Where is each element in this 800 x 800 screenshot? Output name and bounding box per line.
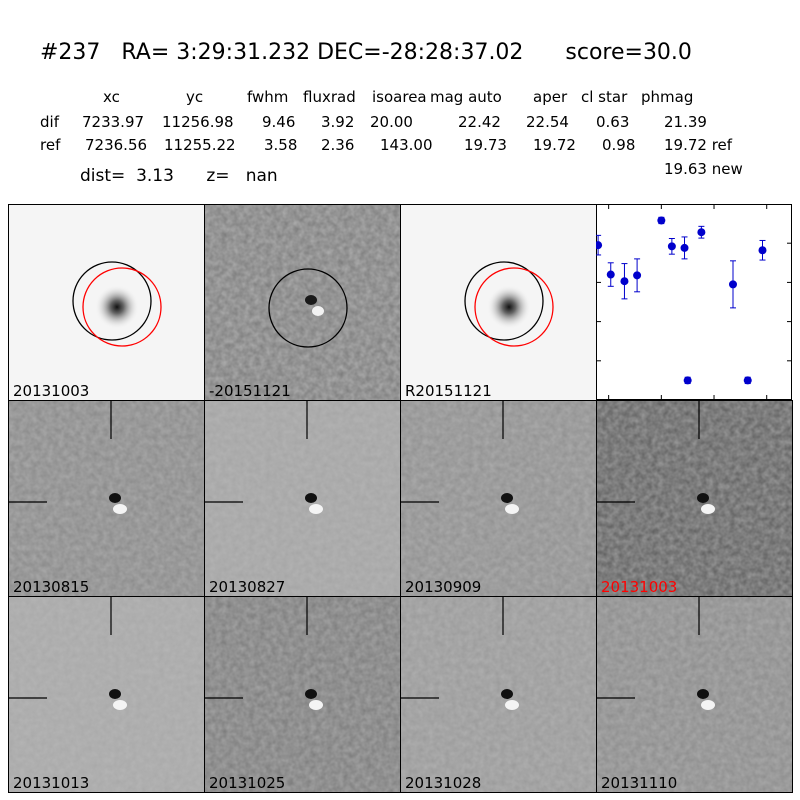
data-point [758, 246, 767, 255]
table-cell: 143.00 [380, 136, 433, 154]
image-panel: 20130815 [8, 400, 205, 597]
data-point [633, 271, 642, 280]
row-name: ref [40, 136, 61, 154]
panel-label: 20130827 [209, 578, 286, 596]
panel-label: 20131025 [209, 774, 286, 792]
panel-label: R20151121 [405, 382, 492, 400]
image-panel: 20131013 [8, 596, 205, 793]
panel-label: 20131003 [13, 382, 90, 400]
data-point [657, 216, 666, 225]
column-header: mag auto [430, 88, 502, 106]
panel-label: -20151121 [209, 382, 291, 400]
image-panel: 20131003 [596, 400, 793, 597]
image-panel: 20131028 [400, 596, 597, 793]
image-panel: 20131110 [596, 596, 793, 793]
data-point [743, 376, 752, 385]
dist-line: dist= 3.13 z= nan [80, 166, 278, 186]
data-point [620, 277, 629, 286]
panel-label: 20130909 [405, 578, 482, 596]
table-cell: 0.63 [596, 113, 630, 131]
table-cell: 7236.56 [85, 136, 148, 154]
image-panel: R20151121 [400, 204, 597, 401]
table-cell: 22.42 [458, 113, 501, 131]
column-header: isoarea [372, 88, 427, 106]
row-name: dif [40, 113, 59, 131]
data-point [697, 228, 706, 237]
data-point [680, 243, 689, 252]
table-cell: 7233.97 [82, 113, 145, 131]
panel-label: 20131110 [601, 774, 678, 792]
table-cell: 9.46 [262, 113, 296, 131]
table-cell: 11255.22 [164, 136, 236, 154]
data-point [606, 270, 615, 279]
panel-label: 20131028 [405, 774, 482, 792]
page-title: #237 RA= 3:29:31.232 DEC=-28:28:37.02 sc… [40, 40, 692, 65]
table-cell: 2.36 [321, 136, 355, 154]
table-cell: 21.39 [664, 113, 707, 131]
panel-label: 20130815 [13, 578, 90, 596]
table-cell: 22.54 [526, 113, 569, 131]
panel-label: 20131003 [601, 578, 678, 596]
plot-frame [596, 204, 792, 400]
column-header: phmag [641, 88, 694, 106]
image-panel: 20130827 [204, 400, 401, 597]
column-header: yc [186, 88, 204, 106]
column-header: cl star [581, 88, 628, 106]
image-panel: -20151121 [204, 204, 401, 401]
table-cell: 19.72 ref [664, 136, 733, 154]
data-point [728, 280, 737, 289]
data-point [596, 241, 603, 250]
table-cell: 3.92 [321, 113, 355, 131]
column-header: xc [103, 88, 120, 106]
image-panel: 20131025 [204, 596, 401, 793]
data-point [683, 376, 692, 385]
table-cell: 3.58 [264, 136, 298, 154]
panel-label: 20131013 [13, 774, 90, 792]
image-panel: 20131003 [8, 204, 205, 401]
data-point [667, 242, 676, 251]
table-cell: 0.98 [602, 136, 636, 154]
lightcurve-chart: 212223242526-50050100 [596, 204, 792, 400]
table-cell: 11256.98 [162, 113, 234, 131]
column-header: fluxrad [303, 88, 356, 106]
table-cell: 19.72 [533, 136, 576, 154]
phmag-new: 19.63 new [664, 160, 743, 178]
column-header: fwhm [247, 88, 289, 106]
table-cell: 20.00 [370, 113, 413, 131]
table-cell: 19.73 [464, 136, 507, 154]
column-header: aper [533, 88, 568, 106]
image-panel: 20130909 [400, 400, 597, 597]
